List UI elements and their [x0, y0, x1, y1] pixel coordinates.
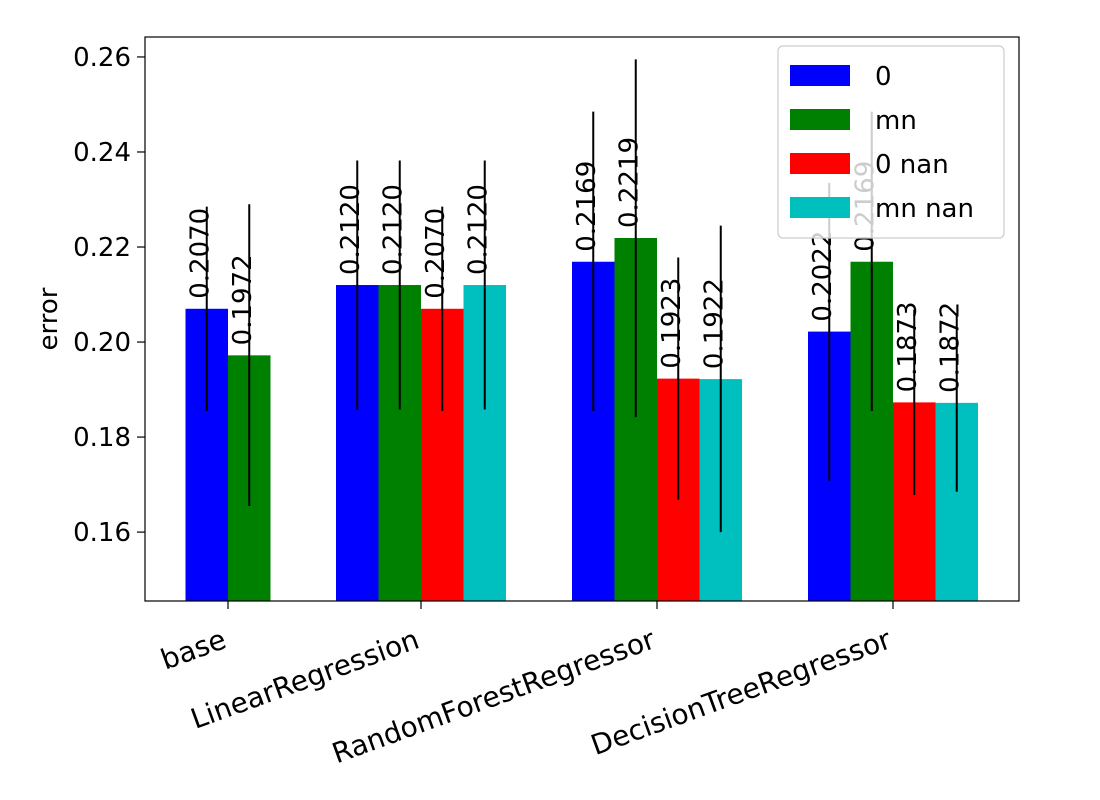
- y-tick-label: 0.24: [73, 138, 131, 168]
- data-label: 0.1972: [228, 254, 258, 345]
- data-label: 0.1923: [657, 278, 687, 369]
- data-label: 0.1922: [700, 278, 730, 369]
- legend: 0 mn 0 nan mn nan: [777, 45, 1005, 239]
- y-tick-label: 0.18: [73, 423, 131, 453]
- legend-label: 0: [875, 62, 892, 92]
- data-label: 0.2120: [379, 184, 409, 275]
- legend-swatch: [790, 65, 850, 86]
- data-label: 0.2120: [464, 184, 494, 275]
- data-label: 0.2169: [572, 161, 602, 252]
- y-tick-label: 0.20: [73, 328, 131, 358]
- data-label: 0.2219: [615, 137, 645, 228]
- legend-label: 0 nan: [875, 150, 949, 180]
- legend-swatch: [790, 153, 850, 174]
- data-label: 0.2070: [421, 208, 451, 299]
- x-tick-label: base: [156, 623, 230, 677]
- data-label: 0.1872: [936, 302, 966, 393]
- legend-label: mn nan: [875, 194, 974, 224]
- legend-swatch: [790, 109, 850, 130]
- legend-box: [777, 45, 1005, 239]
- data-label: 0.2070: [186, 208, 216, 299]
- legend-label: mn: [875, 106, 917, 136]
- y-tick-label: 0.16: [73, 518, 131, 548]
- data-labels-layer: 0.2070 0.1972 0.2120 0.2120 0.2070 0.2120 0.21…: [186, 137, 966, 393]
- bars-layer: [185, 237, 978, 601]
- y-tick-label: 0.22: [73, 233, 131, 263]
- x-axis: baseLinearRegressionRandomForestRegresso…: [156, 601, 896, 770]
- data-label: 0.2022: [808, 231, 838, 322]
- data-label: 0.2120: [336, 184, 366, 275]
- y-axis-label: error: [34, 287, 64, 350]
- y-tick-label: 0.26: [73, 43, 131, 73]
- data-label: 0.1873: [893, 301, 923, 392]
- plot-frame: [144, 36, 1020, 602]
- legend-swatch: [790, 197, 850, 218]
- y-axis: 0.16 0.18 0.20 0.22 0.24 0.26: [73, 43, 145, 548]
